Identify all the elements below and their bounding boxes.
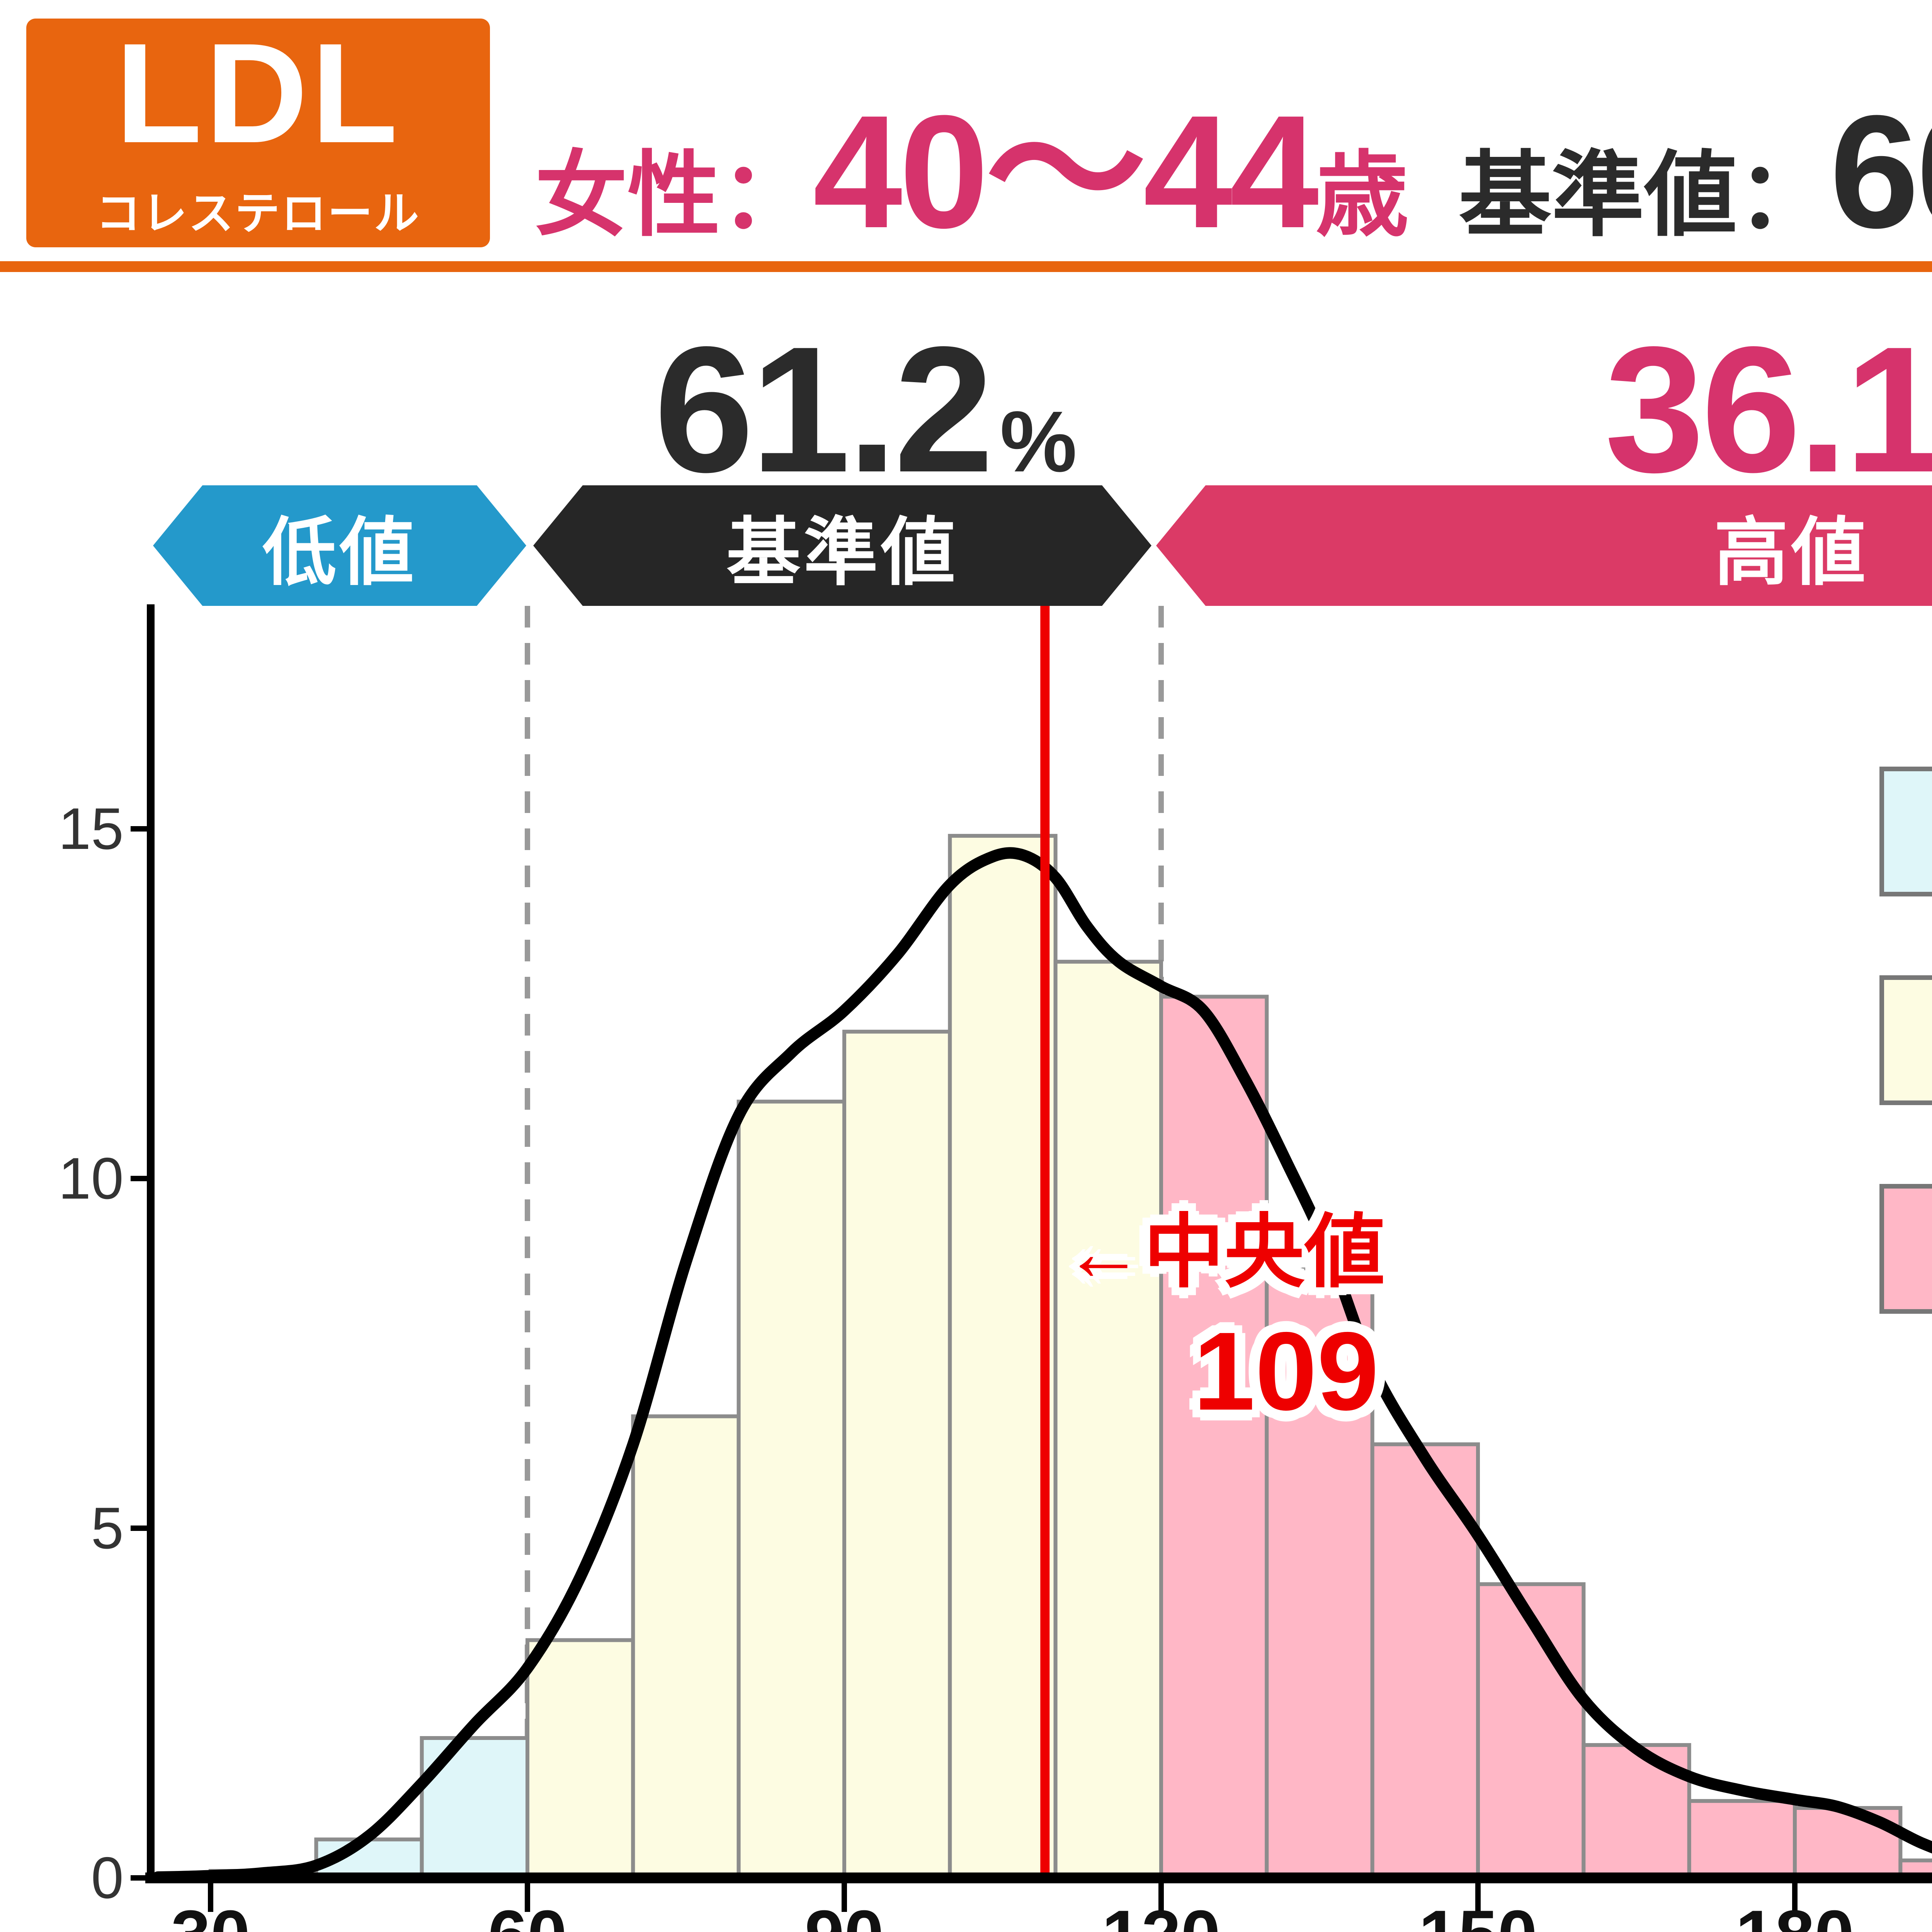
density-curve <box>152 847 1932 1883</box>
x-axis-tick-label: 120 <box>1102 1895 1220 1932</box>
legend-swatch-low <box>1879 767 1932 896</box>
median-annotation: ←中央値 109 <box>1063 1187 1385 1436</box>
reference-zone-percentage: 61.2 % <box>634 306 1097 510</box>
reference-pct-value: 61.2 <box>654 309 994 510</box>
median-value: 109 <box>1193 1311 1379 1434</box>
histogram-bar <box>1687 1799 1797 1880</box>
page-title: 女性： 40〜44 歳 基準値： 60~119 mg/dL <box>535 40 1932 263</box>
high-zone-percentage: 36.1 % <box>1584 306 1932 510</box>
age-range: 40〜44 <box>813 83 1319 263</box>
histogram-bar <box>948 834 1058 1880</box>
median-arrow-label: ←中央値 <box>1063 1209 1385 1298</box>
histogram-bar <box>1265 1267 1374 1880</box>
histogram-bar <box>842 1029 952 1880</box>
banner-low-zone: 低値 <box>153 485 526 606</box>
legend-swatch-high <box>1879 1184 1932 1314</box>
badge-subtitle: コレステロール <box>95 190 420 240</box>
histogram-bar <box>631 1414 741 1880</box>
histogram-bar <box>525 1638 635 1880</box>
legend-item-reference: 基準値 <box>1879 975 1932 1105</box>
reference-label: 基準値： <box>1459 144 1830 247</box>
y-axis-tick-label: 0 <box>91 1845 124 1911</box>
y-axis-tick-label: 5 <box>91 1495 124 1561</box>
x-axis-tick-label: 180 <box>1735 1895 1854 1932</box>
banner-high-zone: 高値 <box>1156 485 1932 606</box>
badge-title: LDL <box>115 15 401 173</box>
age-suffix: 歳 <box>1316 144 1409 247</box>
legend-item-high: 高値 <box>1879 1184 1932 1314</box>
gender-label: 女性： <box>535 144 813 247</box>
histogram-bar <box>736 1099 846 1880</box>
banner-reference-label: 基準値 <box>726 513 958 595</box>
reference-pct-symbol: % <box>1000 393 1077 490</box>
x-axis-tick-label: 60 <box>488 1895 567 1932</box>
histogram-bar <box>1159 995 1269 1880</box>
y-axis-tick-label: 15 <box>58 796 124 862</box>
histogram-bar <box>1053 959 1163 1880</box>
banner-high-label: 高値 <box>1714 513 1869 595</box>
high-pct-value: 36.1 <box>1604 309 1932 510</box>
test-name-badge: LDL コレステロール <box>26 19 490 247</box>
legend-swatch-reference <box>1879 975 1932 1105</box>
legend-item-low: 低値 <box>1879 767 1932 896</box>
header-divider <box>0 261 1932 272</box>
x-axis-tick-label: 150 <box>1418 1895 1537 1932</box>
x-axis-tick-label: 30 <box>171 1895 250 1932</box>
banner-low-label: 低値 <box>262 513 417 595</box>
reference-range: 60~119 <box>1830 83 1932 263</box>
y-axis-tick-label: 10 <box>58 1146 124 1211</box>
x-axis-tick-label: 90 <box>805 1895 884 1932</box>
banner-reference-zone: 基準値 <box>533 485 1151 606</box>
